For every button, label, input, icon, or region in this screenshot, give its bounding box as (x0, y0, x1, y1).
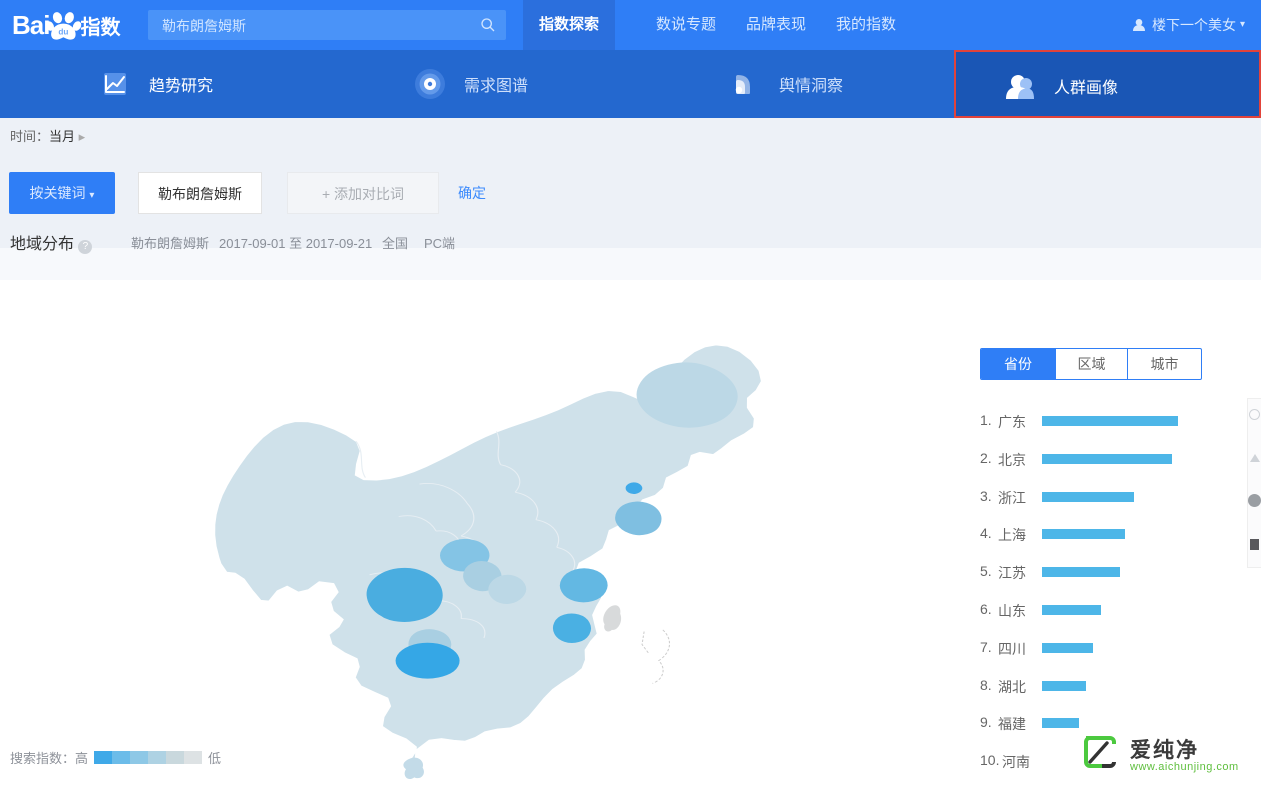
svg-text:du: du (59, 26, 69, 36)
